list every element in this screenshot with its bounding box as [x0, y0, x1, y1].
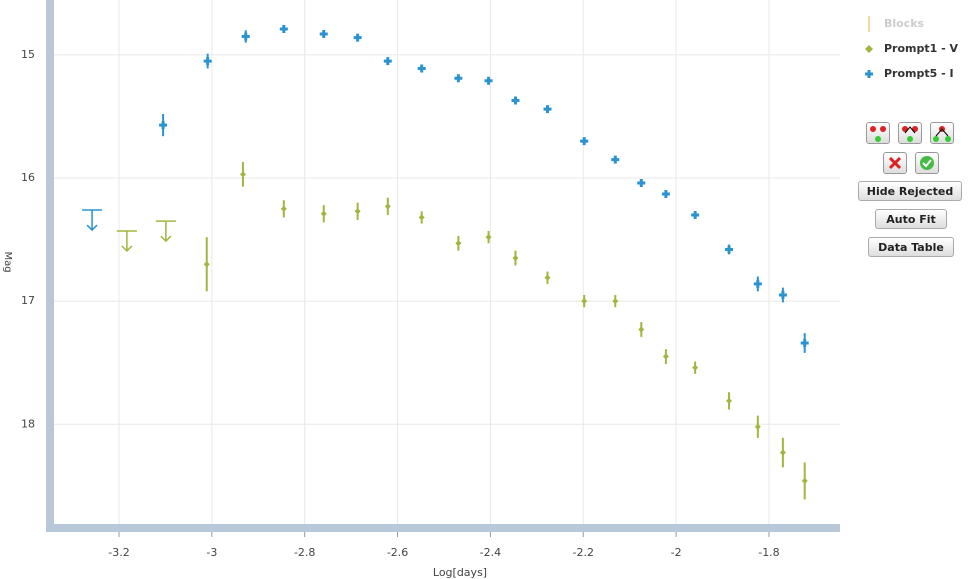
point [239, 171, 246, 178]
point [418, 214, 425, 221]
point [353, 33, 362, 42]
point [354, 208, 361, 215]
icon-button[interactable] [866, 122, 890, 144]
y-tick-label: 17 [21, 294, 35, 307]
point [725, 245, 734, 254]
accept-button[interactable] [915, 152, 939, 174]
point [637, 178, 646, 187]
x-tick-label: -2.6 [387, 546, 408, 559]
legend-label: Prompt1 - V [884, 42, 959, 55]
point [581, 298, 588, 305]
x-tick-label: -2.8 [294, 546, 315, 559]
x-tick-label: -3.2 [108, 546, 129, 559]
button[interactable]: Auto Fit [875, 209, 947, 229]
point [485, 234, 492, 241]
point [383, 57, 392, 66]
legend-label: Blocks [884, 17, 925, 30]
point [801, 477, 808, 484]
point [511, 96, 520, 105]
point [661, 190, 670, 199]
x-tick-label: -2.2 [573, 546, 594, 559]
y-tick-label: 16 [21, 171, 35, 184]
point [778, 290, 787, 299]
upper-limit [116, 230, 137, 253]
legend-label: Prompt5 - I [884, 67, 954, 80]
point [580, 137, 589, 146]
point [320, 210, 327, 217]
point [384, 203, 391, 210]
point [638, 326, 645, 333]
point [203, 261, 210, 268]
point [753, 279, 762, 288]
legend-marker [865, 70, 873, 78]
point [454, 74, 463, 83]
y-axis-label: Mag [2, 251, 13, 272]
y-axis-bar [46, 0, 54, 532]
x-axis-bar [46, 524, 840, 532]
point [280, 205, 287, 212]
upper-limit [82, 209, 103, 232]
button[interactable]: Data Table [868, 237, 954, 257]
point [543, 105, 552, 114]
point [611, 155, 620, 164]
point [692, 364, 699, 371]
point [662, 353, 669, 360]
icon-button[interactable] [930, 122, 954, 144]
point [203, 57, 212, 66]
point [417, 64, 426, 73]
x-tick-label: -2.4 [480, 546, 501, 559]
point [726, 397, 733, 404]
point [241, 32, 250, 41]
point [779, 449, 786, 456]
legend-marker [865, 45, 873, 53]
point [455, 240, 462, 247]
point [512, 255, 519, 262]
point [484, 76, 493, 85]
upper-limit [155, 220, 176, 243]
point [800, 339, 809, 348]
x-tick-label: -1.8 [758, 546, 779, 559]
x-axis-label: Log[days] [433, 566, 487, 579]
point [159, 121, 168, 130]
point [754, 423, 761, 430]
y-tick-label: 15 [21, 48, 35, 61]
legend: Blocks Prompt1 - V Prompt5 - I [865, 16, 959, 80]
x-tick-label: -2 [671, 546, 682, 559]
point [319, 29, 328, 38]
point [279, 25, 288, 34]
point [612, 298, 619, 305]
x-tick-label: -3 [206, 546, 217, 559]
reject-button[interactable] [883, 152, 907, 174]
icon-button[interactable] [898, 122, 922, 144]
button[interactable]: Hide Rejected [858, 181, 962, 201]
point [544, 274, 551, 281]
point [691, 210, 700, 219]
y-tick-label: 18 [21, 417, 35, 430]
